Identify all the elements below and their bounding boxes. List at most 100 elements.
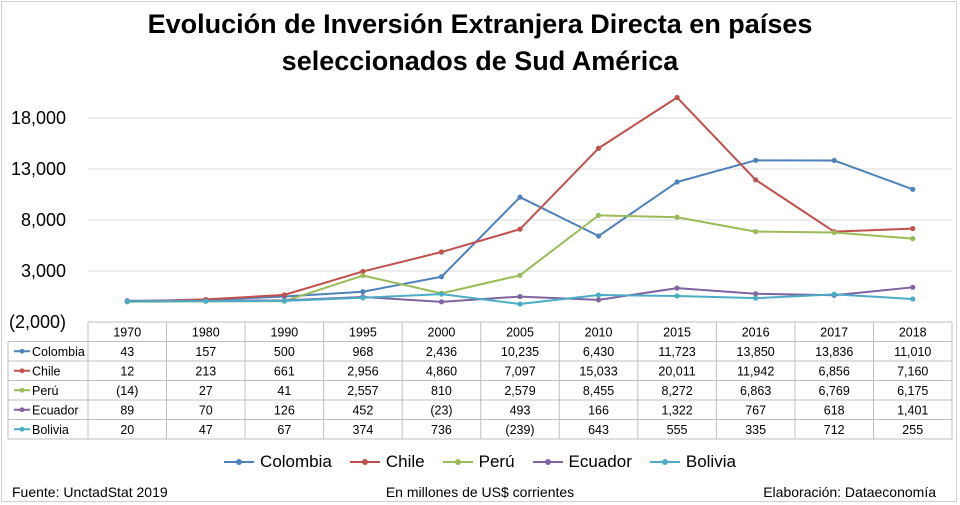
y-tick-label: (2,000) xyxy=(9,312,66,332)
chart-title: Evolución de Inversión Extranjera Direct… xyxy=(0,6,960,80)
data-point xyxy=(595,233,602,239)
data-point xyxy=(910,236,916,242)
chart-title-line1: Evolución de Inversión Extranjera Direct… xyxy=(147,9,813,39)
data-point xyxy=(517,293,523,300)
table-row-label: Bolivia xyxy=(32,423,69,437)
table-key-dot xyxy=(19,426,25,432)
data-label: 6,863 xyxy=(740,384,771,398)
data-label: 661 xyxy=(274,365,295,379)
data-label: 2,956 xyxy=(347,365,378,379)
data-point xyxy=(438,299,445,305)
data-point xyxy=(753,177,759,183)
x-tick-label: 2000 xyxy=(428,326,456,340)
data-label: 10,235 xyxy=(501,345,539,359)
chart-legend: Colombia Chile Perú Ecuador Bolivia xyxy=(0,452,960,472)
data-label: 13,850 xyxy=(737,345,775,359)
data-label: 11,942 xyxy=(737,365,774,379)
data-point xyxy=(674,94,680,101)
x-tick-label: 2016 xyxy=(742,326,770,340)
y-tick-label: 13,000 xyxy=(11,159,66,179)
data-point xyxy=(438,249,445,255)
data-label: 67 xyxy=(277,423,291,437)
y-tick-label: 18,000 xyxy=(11,108,66,128)
legend-swatch xyxy=(649,456,680,468)
legend-swatch xyxy=(349,456,380,468)
data-label: 13,836 xyxy=(815,345,853,359)
data-point xyxy=(124,298,130,304)
data-label: 126 xyxy=(274,404,295,418)
data-point xyxy=(595,145,602,151)
data-label: 70 xyxy=(199,404,213,418)
legend-swatch-dot xyxy=(361,459,368,465)
x-tick-label: 1990 xyxy=(270,326,298,340)
legend-swatch-dot xyxy=(661,459,668,465)
data-label: 6,769 xyxy=(819,384,850,398)
legend-item: Ecuador xyxy=(532,452,632,472)
data-point xyxy=(360,268,366,275)
data-label: 213 xyxy=(195,365,216,379)
legend-swatch-dot xyxy=(454,459,461,465)
data-label: 8,272 xyxy=(661,384,692,398)
y-tick-label: 3,000 xyxy=(21,261,66,281)
x-tick-label: 1970 xyxy=(113,326,141,340)
table-row-label: Colombia xyxy=(32,345,85,359)
legend-label: Perú xyxy=(478,452,515,471)
data-label: (14) xyxy=(116,384,138,398)
data-label: 157 xyxy=(195,345,216,359)
data-label: 335 xyxy=(745,423,766,437)
y-tick-label: 8,000 xyxy=(21,210,66,230)
data-label: 6,856 xyxy=(819,365,850,379)
data-point xyxy=(281,298,287,304)
data-point xyxy=(753,295,759,301)
legend-swatch xyxy=(442,456,473,468)
x-tick-label: 2015 xyxy=(663,326,691,340)
data-label: 4,860 xyxy=(426,365,457,379)
data-point xyxy=(438,274,445,280)
table-key-dot xyxy=(19,348,25,354)
table-key-dot xyxy=(19,368,25,374)
data-point xyxy=(595,297,602,303)
data-point xyxy=(360,289,366,295)
data-point xyxy=(831,291,837,297)
data-label: 452 xyxy=(352,404,373,418)
data-label: 255 xyxy=(902,423,923,437)
data-label: 7,160 xyxy=(897,365,928,379)
units-note: En millones de US$ corrientes xyxy=(385,484,575,500)
x-tick-label: 2017 xyxy=(820,326,848,340)
data-label: 810 xyxy=(431,384,452,398)
data-point xyxy=(753,157,759,163)
table-row-label: Chile xyxy=(32,365,61,379)
data-point xyxy=(674,214,680,220)
data-label: 643 xyxy=(588,423,609,437)
data-point xyxy=(831,157,837,164)
legend-item: Colombia xyxy=(224,452,332,472)
data-label: 11,010 xyxy=(894,345,931,359)
data-point xyxy=(674,179,680,185)
data-point xyxy=(595,292,602,298)
data-label: 166 xyxy=(588,404,609,418)
data-point xyxy=(910,225,916,232)
data-label: (239) xyxy=(505,423,534,437)
data-label: 736 xyxy=(431,423,452,437)
data-label: 47 xyxy=(199,423,213,437)
data-label: 493 xyxy=(510,404,531,418)
data-label: 1,322 xyxy=(661,404,692,418)
data-label: 20,011 xyxy=(658,365,695,379)
data-label: 618 xyxy=(824,404,845,418)
data-point xyxy=(281,292,287,298)
data-label: 767 xyxy=(745,404,766,418)
data-point xyxy=(438,291,445,297)
data-label: 11,723 xyxy=(658,345,695,359)
table-row-label: Perú xyxy=(32,384,58,398)
data-label: 2,436 xyxy=(426,345,457,359)
data-label: 41 xyxy=(277,384,291,398)
table-row-label: Ecuador xyxy=(32,404,79,418)
data-label: (23) xyxy=(430,404,452,418)
legend-swatch xyxy=(532,456,563,468)
data-label: 968 xyxy=(352,345,373,359)
data-label: 712 xyxy=(824,423,845,437)
legend-label: Colombia xyxy=(260,452,332,471)
data-point xyxy=(831,229,837,236)
data-point xyxy=(517,194,523,200)
